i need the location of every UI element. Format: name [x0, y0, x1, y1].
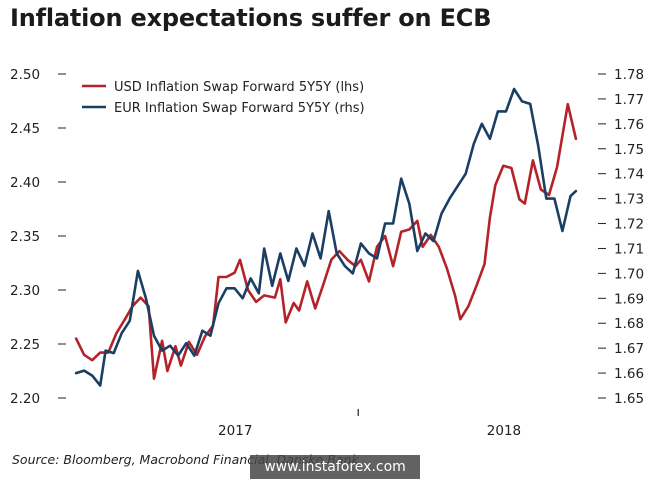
x-tick-label: 2017 [218, 423, 252, 439]
left-tick-label: 2.50 [10, 67, 40, 83]
legend-label: USD Inflation Swap Forward 5Y5Y (lhs) [114, 80, 364, 95]
left-tick-label: 2.45 [10, 121, 40, 137]
right-tick-label: 1.67 [614, 341, 644, 357]
right-tick-label: 1.69 [614, 291, 644, 307]
right-tick-label: 1.75 [614, 142, 644, 158]
right-tick-label: 1.77 [614, 92, 644, 108]
series-line-usd [74, 102, 578, 380]
right-axis: 1.65 1.66 1.67 1.68 1.69 1.70 1.71 1.72 1.73 1.74… [598, 67, 644, 407]
chart-title: Inflation expectations suffer on ECB [10, 4, 492, 32]
left-tick-label: 2.35 [10, 229, 40, 245]
right-tick-label: 1.73 [614, 192, 644, 208]
right-tick-label: 1.68 [614, 316, 644, 332]
right-tick-label: 1.72 [614, 217, 644, 233]
right-tick-label: 1.65 [614, 391, 644, 407]
x-tick-label: 2018 [487, 423, 521, 439]
series-line-eur [74, 87, 578, 387]
right-tick-label: 1.78 [614, 67, 644, 83]
right-tick-label: 1.66 [614, 366, 644, 382]
watermark-link[interactable]: www.instaforex.com [250, 455, 420, 479]
left-tick-label: 2.40 [10, 175, 40, 191]
legend-label: EUR Inflation Swap Forward 5Y5Y (rhs) [114, 101, 365, 116]
chart-legend: USD Inflation Swap Forward 5Y5Y (lhs) EUR… [82, 80, 365, 116]
right-tick-label: 1.76 [614, 117, 644, 133]
series-layer [74, 87, 578, 387]
right-tick-label: 1.70 [614, 266, 644, 282]
left-tick-label: 2.20 [10, 391, 40, 407]
right-tick-label: 1.71 [614, 241, 644, 257]
left-tick-label: 2.30 [10, 283, 40, 299]
left-axis: 2.20 2.25 2.30 2.35 2.40 2.45 2.50 [10, 67, 66, 407]
x-axis: 2017 2018 [218, 409, 521, 439]
left-tick-label: 2.25 [10, 337, 40, 353]
right-tick-label: 1.74 [614, 167, 644, 183]
